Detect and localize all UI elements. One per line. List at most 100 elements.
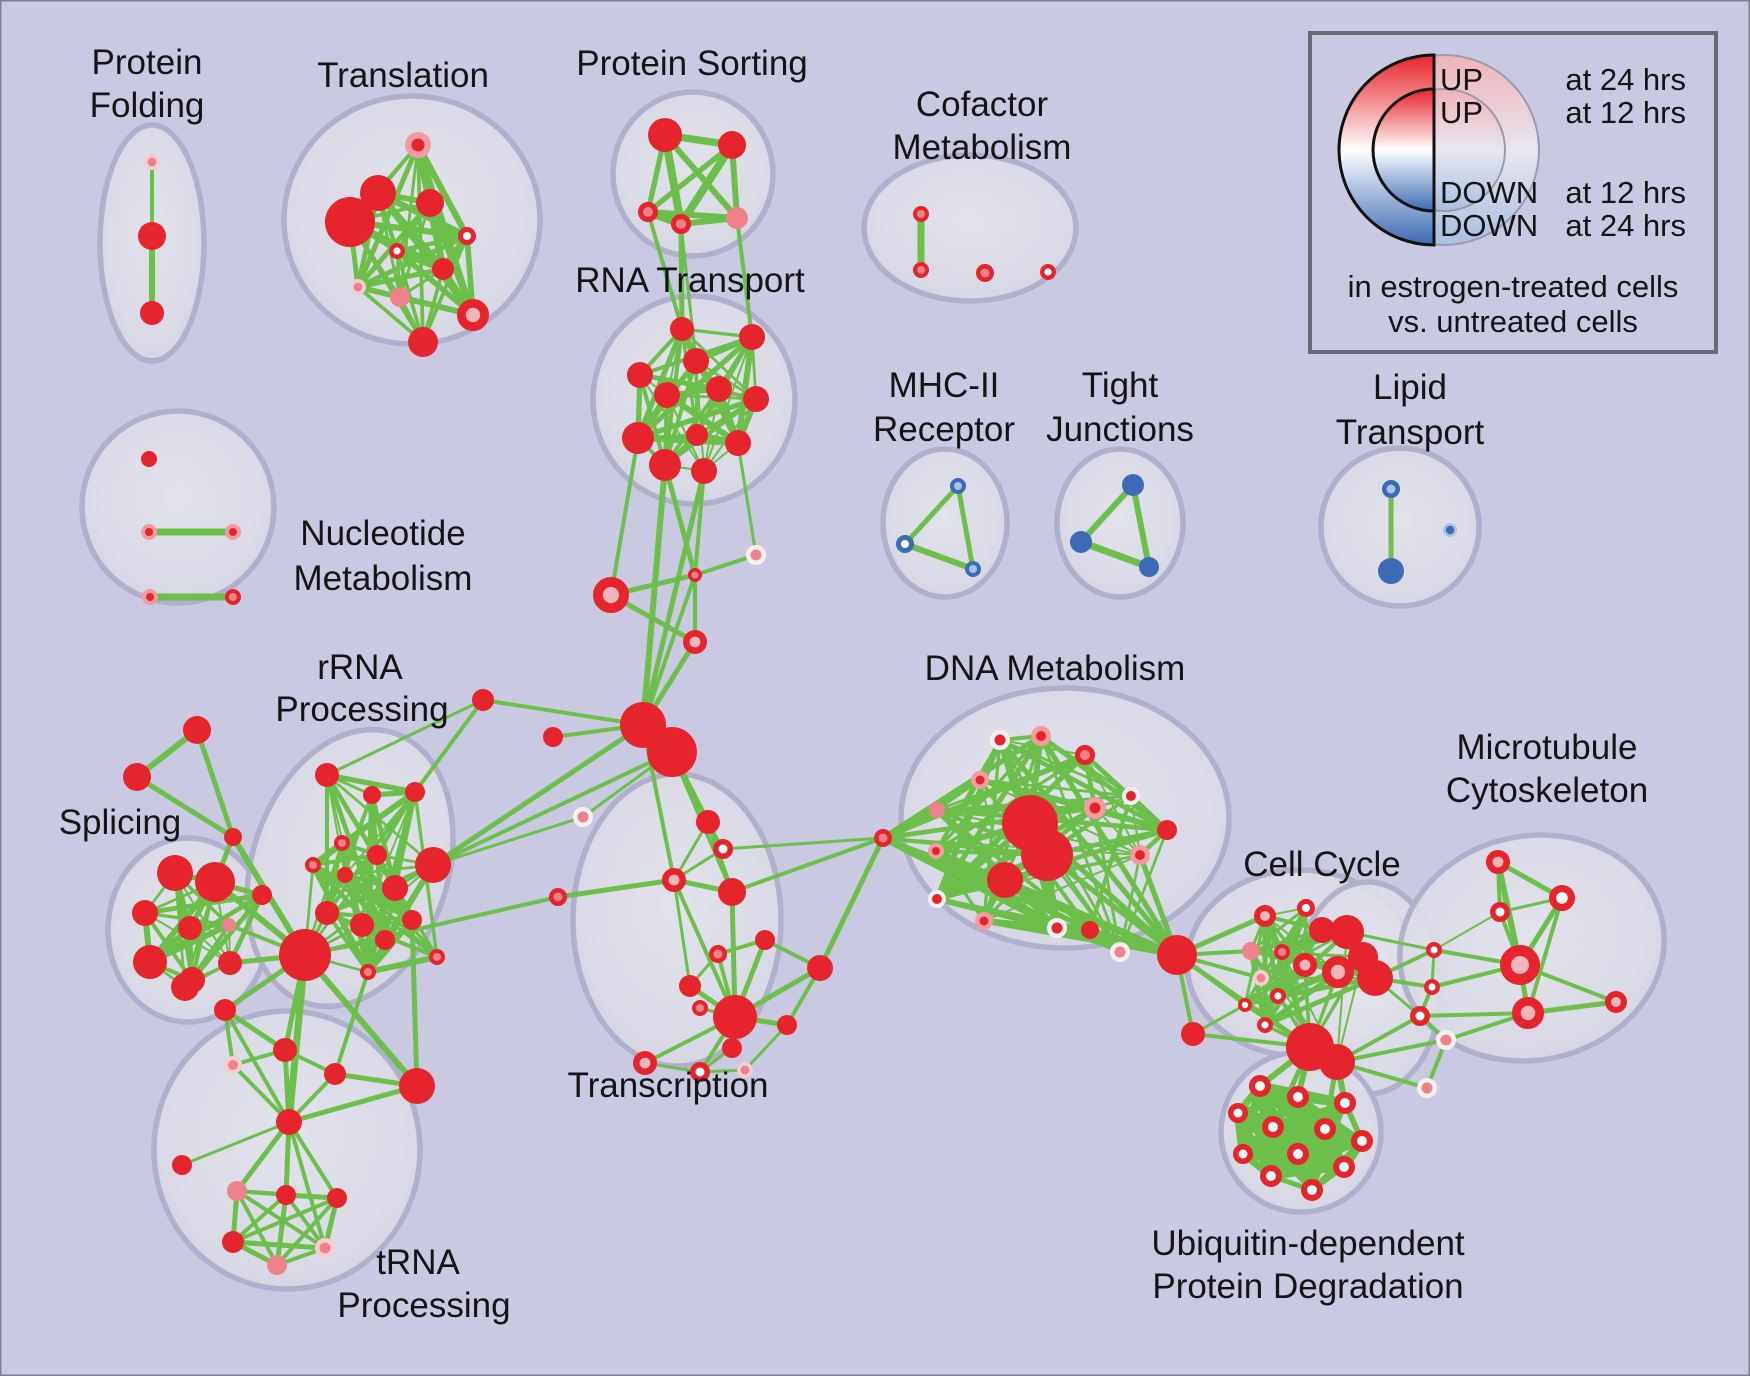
- edge-link: [662, 462, 698, 578]
- node-translation-4: [458, 227, 477, 246]
- node-cofactor-1: [913, 262, 929, 278]
- node-microtubule-7: [1436, 1030, 1456, 1050]
- label-layer: Protein Folding Translation Protein Sorting…: [59, 43, 1648, 1325]
- edge-cell_cycle: [1336, 931, 1348, 1063]
- node-translation-2: [416, 189, 444, 217]
- node-transcription-8: [713, 995, 757, 1039]
- node-rna_transport-3: [627, 362, 653, 388]
- edge-translation: [395, 249, 425, 344]
- node-cell_cycle-8: [1322, 956, 1355, 989]
- edge-trna: [286, 1083, 420, 1125]
- edge-microtubule: [1433, 911, 1501, 951]
- node-nucleotide-1: [141, 524, 157, 540]
- node-rrna-13: [350, 913, 374, 937]
- edge-translation: [394, 248, 476, 318]
- node-microtubule-1: [1548, 885, 1575, 912]
- edge-translation: [394, 233, 470, 254]
- node-dna-0: [990, 730, 1010, 750]
- edge-trna: [180, 1120, 291, 1167]
- node-trna-1: [172, 1155, 192, 1175]
- node-cell_cycle-1: [1296, 898, 1315, 917]
- node-rrna-0: [315, 763, 339, 787]
- edge-rna_transport: [663, 359, 698, 467]
- node-ubiquitin-11: [1301, 1179, 1324, 1202]
- node-rna_transport-6: [743, 386, 769, 412]
- node-translation-1: [360, 175, 396, 211]
- node-tight-1: [1070, 531, 1092, 553]
- edge-protein_sorting: [662, 132, 740, 221]
- edge-link: [640, 462, 668, 728]
- node-transcription-13: [690, 1062, 710, 1082]
- edge-splicing_triangle: [134, 774, 236, 840]
- edge-trna: [222, 1007, 288, 1053]
- edge-trna: [287, 1120, 327, 1250]
- node-rrna-5: [367, 845, 387, 865]
- node-dna-16: [1130, 845, 1150, 865]
- node-trna-7: [267, 1255, 287, 1275]
- edge-link: [302, 952, 420, 1089]
- edge-trna: [234, 1119, 292, 1194]
- node-trna-12: [399, 1068, 435, 1104]
- node-protein_folding-0: [144, 154, 161, 171]
- legend-caption-line1: vs. untreated cells: [1388, 304, 1638, 339]
- node-nucleotide-2: [225, 524, 241, 540]
- node-transcription-9: [777, 1015, 797, 1035]
- edge-trna: [231, 1063, 291, 1124]
- node-lipid-1: [1443, 523, 1458, 538]
- node-mid-5: [647, 727, 697, 777]
- node-splicing_triangle-0: [183, 716, 211, 744]
- node-trna-11: [324, 1063, 346, 1085]
- node-protein_sorting-1: [718, 131, 746, 159]
- edge-rrna: [361, 791, 416, 926]
- edge-rna_transport: [639, 374, 705, 472]
- label-rna_transport-line0: RNA Transport: [575, 261, 805, 300]
- node-cell_cycle-11: [1269, 988, 1286, 1005]
- node-translation-10: [408, 327, 438, 357]
- edge-rrna: [365, 954, 440, 975]
- edge-dna: [983, 854, 1141, 922]
- edge-link: [679, 222, 698, 363]
- edge-dna: [934, 805, 1098, 902]
- label-translation-line0: Translation: [317, 56, 489, 95]
- node-rna_transport-5: [706, 376, 732, 402]
- node-transcription-2: [661, 867, 686, 892]
- edge-protein_sorting: [677, 141, 736, 228]
- edge-link: [409, 917, 420, 1089]
- edge-protein_sorting: [645, 142, 735, 215]
- label-dna-line0: DNA Metabolism: [925, 649, 1186, 688]
- edge-rrna: [324, 772, 418, 795]
- node-splicing-8: [252, 885, 272, 905]
- node-mhc-1: [895, 534, 914, 553]
- edge-rna_transport: [635, 326, 685, 441]
- node-cell_cycle-10: [1253, 969, 1270, 986]
- node-rrna-6: [337, 867, 353, 883]
- node-trna-6: [315, 1238, 335, 1258]
- node-translation-7: [349, 278, 366, 295]
- node-rna_transport-8: [686, 424, 708, 446]
- legend-time-1: at 12 hrs: [1565, 95, 1686, 130]
- edge-dna: [1002, 877, 1180, 958]
- legend-time-2: at 12 hrs: [1565, 175, 1686, 210]
- node-rrna-14: [375, 930, 395, 950]
- node-dna-8: [1021, 829, 1073, 881]
- edge-link: [431, 815, 585, 867]
- node-protein_sorting-0: [648, 118, 682, 152]
- edge-dna: [978, 778, 1133, 798]
- node-lone-0: [1181, 1022, 1205, 1046]
- node-trna-10: [273, 1038, 297, 1062]
- node-dna-10: [1084, 797, 1106, 819]
- node-dna-1: [1031, 726, 1051, 746]
- node-dna-17: [1157, 820, 1177, 840]
- edge-trna: [230, 1239, 328, 1251]
- label-protein_sorting-line0: Protein Sorting: [576, 44, 808, 83]
- node-dna-15: [1081, 921, 1099, 939]
- node-cell_cycle-12: [1238, 997, 1253, 1012]
- cluster-tight-ellipse: [1054, 446, 1186, 600]
- edge-trna: [287, 1120, 339, 1200]
- edge-mid: [693, 553, 758, 577]
- node-ubiquitin-5: [1314, 1118, 1337, 1141]
- node-dna-19: [1157, 935, 1197, 975]
- edge-dna: [1039, 734, 1122, 954]
- label-tight-line0: Tight: [1082, 366, 1159, 405]
